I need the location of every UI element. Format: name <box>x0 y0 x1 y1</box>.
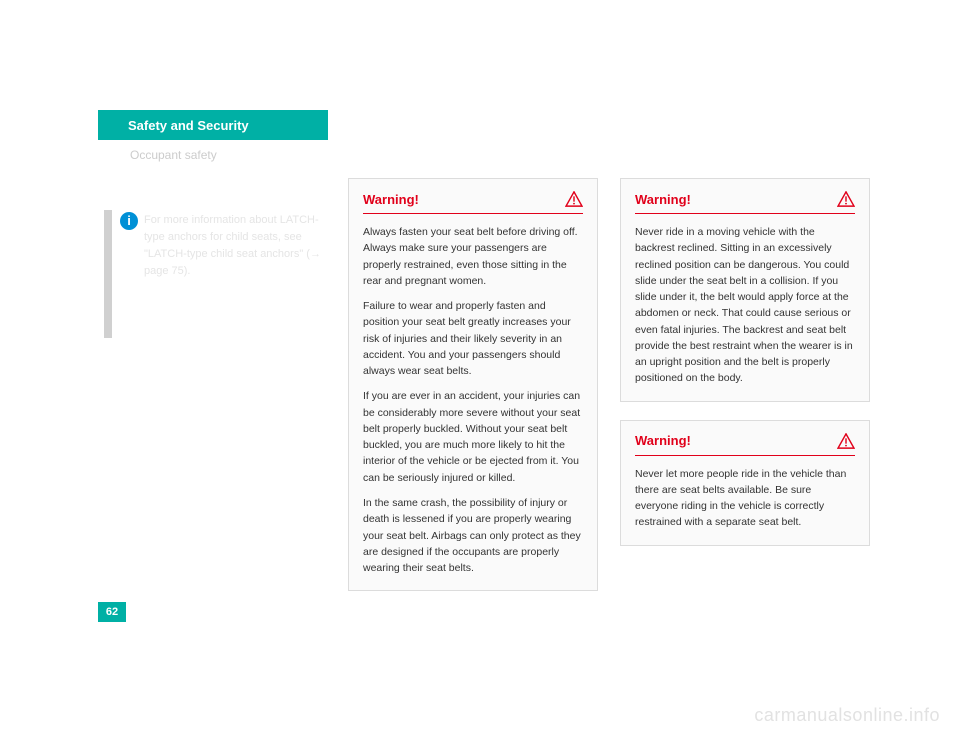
warning-paragraph: Never let more people ride in the vehicl… <box>635 466 855 531</box>
page-number: 62 <box>98 602 126 622</box>
warning-box: Warning! Never ride in a moving vehicle … <box>620 178 870 402</box>
warning-triangle-icon <box>837 433 855 449</box>
warning-header: Warning! <box>635 191 855 214</box>
info-text: For more information about LATCH-type an… <box>144 212 324 280</box>
content-columns: Warning! Always fasten your seat belt be… <box>348 178 870 591</box>
warning-header: Warning! <box>363 191 583 214</box>
warning-label: Warning! <box>635 192 691 207</box>
column-2: Warning! Never ride in a moving vehicle … <box>620 178 870 591</box>
watermark: carmanualsonline.info <box>754 705 940 726</box>
warning-paragraph: Always fasten your seat belt before driv… <box>363 224 583 289</box>
column-1: Warning! Always fasten your seat belt be… <box>348 178 598 591</box>
warning-label: Warning! <box>363 192 419 207</box>
warning-box: Warning! Never let more people ride in t… <box>620 420 870 546</box>
warning-triangle-icon <box>565 191 583 207</box>
warning-triangle-icon <box>837 191 855 207</box>
warning-paragraph: In the same crash, the possibility of in… <box>363 495 583 576</box>
warning-header: Warning! <box>635 433 855 456</box>
warning-body: Always fasten your seat belt before driv… <box>363 224 583 576</box>
warning-paragraph: Never ride in a moving vehicle with the … <box>635 224 855 387</box>
info-callout: i For more information about LATCH-type … <box>104 210 324 338</box>
chapter-title: Safety and Security <box>128 118 249 133</box>
info-sidebar <box>104 210 112 338</box>
manual-page: Safety and Security Occupant safety i Fo… <box>0 0 960 742</box>
warning-paragraph: Failure to wear and properly fasten and … <box>363 298 583 379</box>
warning-box: Warning! Always fasten your seat belt be… <box>348 178 598 591</box>
warning-body: Never let more people ride in the vehicl… <box>635 466 855 531</box>
warning-label: Warning! <box>635 433 691 448</box>
section-subheading: Occupant safety <box>130 148 217 162</box>
warning-paragraph: If you are ever in an accident, your inj… <box>363 388 583 486</box>
warning-body: Never ride in a moving vehicle with the … <box>635 224 855 387</box>
info-icon: i <box>120 212 138 230</box>
chapter-tab: Safety and Security <box>98 110 328 140</box>
